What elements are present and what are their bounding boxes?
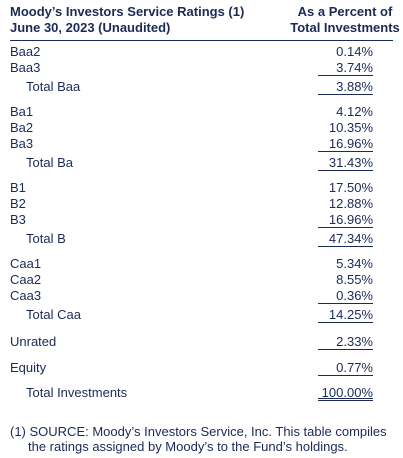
rating-row: Ba1 4.12% <box>10 104 393 120</box>
grand-total-row: Total Investments 100.00% <box>10 385 393 401</box>
row-value: 16.96% <box>318 136 373 152</box>
row-label: Baa2 <box>10 44 41 59</box>
row-label: B2 <box>10 196 26 211</box>
rating-row: B1 17.50% <box>10 180 393 196</box>
header-title: Moody’s Investors Service Ratings (1) Ju… <box>10 4 244 36</box>
rating-row: Caa3 0.36% <box>10 288 393 304</box>
row-value: 0.36% <box>318 288 373 304</box>
row-value: 3.88% <box>318 79 373 95</box>
row-label: Caa1 <box>10 256 42 271</box>
row-label: Total Ba <box>26 155 73 170</box>
row-value: 2.33% <box>318 334 373 350</box>
rating-row: Baa3 3.74% <box>10 60 393 76</box>
row-label: Baa3 <box>10 60 41 75</box>
row-value: 14.25% <box>318 307 373 323</box>
row-value: 31.43% <box>318 155 373 171</box>
rating-row: Baa2 0.14% <box>10 44 393 60</box>
rating-row: B2 12.88% <box>10 196 393 212</box>
subtotal-row: Total Ba 31.43% <box>10 155 393 171</box>
rating-row: B3 16.96% <box>10 212 393 228</box>
row-value: 17.50% <box>328 180 373 195</box>
row-label: Total Caa <box>26 307 81 322</box>
row-label: Unrated <box>10 334 57 349</box>
title-line: Moody’s Investors Service Ratings (1) <box>10 4 245 19</box>
row-value: 3.74% <box>318 60 373 76</box>
footnote: (1) SOURCE: Moody’s Investors Service, I… <box>10 424 387 454</box>
column-line: As a Percent of <box>297 4 393 19</box>
rating-row: Ba3 16.96% <box>10 136 393 152</box>
other-row: Unrated 2.33% <box>10 334 393 350</box>
table-header: Moody’s Investors Service Ratings (1) Ju… <box>10 4 400 41</box>
row-label: Caa2 <box>10 272 42 287</box>
column-header: As a Percent of Total Investments <box>285 4 403 36</box>
table-body: Baa2 0.14% Baa3 3.74% Total Baa 3.88% Ba1 4.12%… <box>10 41 393 401</box>
title-line: June 30, 2023 (Unaudited) <box>10 20 171 35</box>
subtotal-row: Total Caa 14.25% <box>10 307 393 323</box>
subtotal-row: Total Baa 3.88% <box>10 79 393 95</box>
rating-row: Caa2 8.55% <box>10 272 393 288</box>
row-label: Equity <box>10 360 47 375</box>
row-label: Total Investments <box>26 385 128 400</box>
row-value: 0.14% <box>336 44 373 59</box>
row-label: Total B <box>26 231 66 246</box>
column-line: Total Investments <box>290 20 400 35</box>
row-value: 12.88% <box>328 196 373 211</box>
row-value: 10.35% <box>328 120 373 135</box>
row-value: 47.34% <box>318 231 373 247</box>
subtotal-row: Total B 47.34% <box>10 231 393 247</box>
row-label: B1 <box>10 180 26 195</box>
row-value: 8.55% <box>336 272 373 287</box>
other-row: Equity 0.77% <box>10 360 393 376</box>
row-label: Ba1 <box>10 104 34 119</box>
row-value: 4.12% <box>336 104 373 119</box>
row-label: Caa3 <box>10 288 42 303</box>
row-value: 5.34% <box>336 256 373 271</box>
row-value: 100.00% <box>318 385 373 401</box>
row-label: Ba2 <box>10 120 34 135</box>
row-value: 0.77% <box>318 360 373 376</box>
row-label: Ba3 <box>10 136 34 151</box>
row-label: Total Baa <box>26 79 81 94</box>
rating-row: Ba2 10.35% <box>10 120 393 136</box>
row-label: B3 <box>10 212 26 227</box>
row-value: 16.96% <box>318 212 373 228</box>
rating-row: Caa1 5.34% <box>10 256 393 272</box>
